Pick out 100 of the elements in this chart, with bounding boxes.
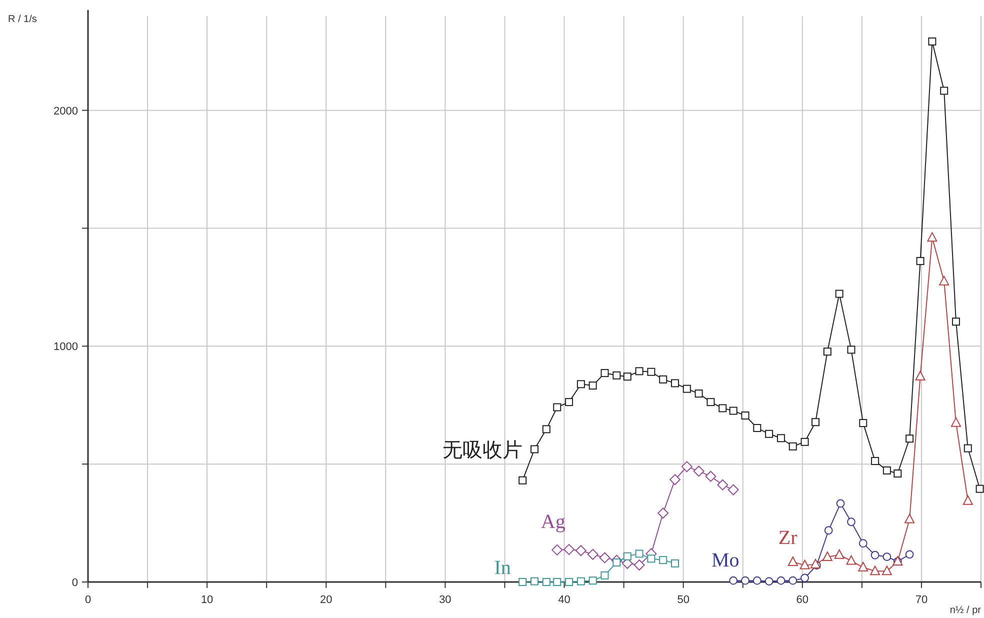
series-label: In [494,557,511,579]
point [950,417,961,427]
point [939,276,950,286]
point [552,544,563,556]
point [612,558,621,566]
point [800,574,809,582]
point [670,474,680,486]
point [962,495,973,505]
point [576,577,585,586]
point [564,544,575,555]
point [916,257,924,266]
point [635,550,644,558]
point [600,369,609,378]
point [870,550,880,560]
point [588,576,597,585]
point [858,562,868,572]
x-tick-label: 40 [558,594,570,606]
point [518,578,527,586]
y-tick-label: 2000 [54,105,78,118]
point [565,578,574,586]
point [847,346,856,354]
point [882,552,892,561]
point [823,348,832,356]
point [976,484,984,493]
point [575,545,586,556]
point [741,576,750,585]
series-label: 无吸收片 [442,439,523,462]
point [599,552,610,564]
x-tick-label: 50 [677,594,690,606]
point [882,566,892,576]
point [928,37,936,46]
point [635,367,644,376]
point [871,457,880,466]
point [658,508,669,519]
point [776,576,786,585]
y-tick-label: 0 [72,577,78,589]
point [693,466,704,477]
point [824,526,833,535]
y-axis-title: R / 1/s [8,14,37,25]
point [600,571,609,580]
point [587,548,598,560]
point [729,406,738,415]
point [753,424,762,432]
y-tick-label: 1000 [54,341,78,354]
point [846,555,856,565]
point [576,380,585,388]
point [553,403,562,412]
point [822,552,832,561]
point [800,560,810,570]
point [764,577,774,586]
x-tick-label: 70 [915,594,928,606]
x-tick-label: 0 [84,594,92,606]
point [681,461,692,472]
point [647,368,656,376]
point [530,577,538,586]
point [811,418,820,426]
point [858,539,868,548]
point [940,86,948,95]
point [717,479,728,490]
point [964,444,972,452]
series-label: Zr [778,526,798,549]
point [542,578,550,586]
point [518,476,527,484]
point [952,318,960,326]
point [588,382,597,390]
point [882,466,891,474]
point [810,558,820,568]
point [894,470,902,478]
point [776,434,785,442]
point [671,559,679,568]
point [728,484,739,496]
point [752,576,762,585]
point [647,554,656,563]
point [659,556,668,564]
point [623,372,632,381]
point [870,566,880,576]
point [612,371,621,380]
point [788,442,797,450]
point [835,290,844,298]
point [859,419,868,428]
point [634,560,645,571]
point [553,578,562,586]
point [834,549,844,559]
x-tick-label: 20 [320,594,332,606]
point [836,499,845,508]
point [694,390,703,398]
point [659,375,668,384]
point [927,232,938,242]
point [847,518,856,526]
series-label: Ag [540,510,566,533]
point [706,398,715,406]
point [729,576,738,585]
point [530,445,538,454]
point [915,370,926,380]
x-tick-label: 10 [200,594,214,606]
series-label: Mo [711,550,740,572]
x-tick-label: 30 [439,594,452,606]
x-tick-label: 60 [796,594,809,606]
point [788,576,798,585]
point [904,514,915,524]
